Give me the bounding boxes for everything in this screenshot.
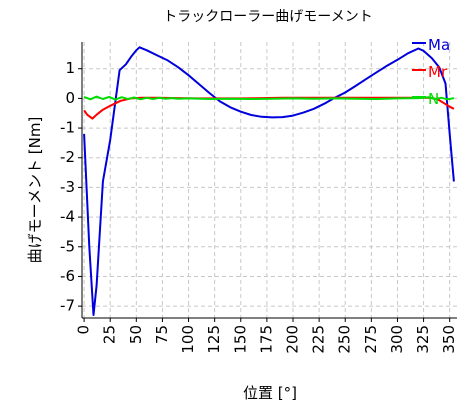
data-series bbox=[83, 46, 455, 316]
x-tick-label: 75 bbox=[153, 325, 171, 344]
x-tick-label: 325 bbox=[414, 325, 432, 354]
y-tick-label: -6 bbox=[60, 267, 75, 285]
axes: 0 25 50 75 100 125 150 175 200 225 250 275 300 325 350… bbox=[60, 42, 458, 354]
legend-label: Ma bbox=[428, 36, 450, 54]
x-tick-label: 250 bbox=[336, 325, 354, 354]
series-line-ma bbox=[83, 46, 455, 316]
x-axis-title: 位置 [°] bbox=[243, 384, 297, 402]
x-tick-label: 150 bbox=[231, 325, 249, 354]
y-tick-label: 0 bbox=[65, 89, 75, 107]
x-tick-label: 200 bbox=[284, 325, 302, 354]
y-tick-label: -4 bbox=[60, 208, 75, 226]
legend-item-ma: Ma bbox=[412, 36, 450, 54]
x-tick-label: 275 bbox=[362, 325, 380, 354]
y-tick-label: -5 bbox=[60, 237, 75, 255]
series-line-n bbox=[83, 95, 455, 101]
legend-label: N bbox=[428, 90, 439, 108]
x-tick-label: 100 bbox=[179, 325, 197, 354]
grid-lines bbox=[82, 42, 457, 318]
x-tick-label: 50 bbox=[127, 325, 145, 344]
x-tick-label: 175 bbox=[257, 325, 275, 354]
legend-label: Mr bbox=[428, 63, 448, 81]
x-tick-label: 0 bbox=[75, 325, 93, 335]
y-tick-label: -1 bbox=[60, 119, 75, 137]
x-tick-label: 350 bbox=[440, 325, 458, 354]
x-tick-label: 225 bbox=[310, 325, 328, 354]
y-tick-label: 1 bbox=[65, 59, 75, 77]
series-line-mr bbox=[83, 96, 455, 120]
chart-title: トラックローラー曲げモーメント bbox=[163, 9, 372, 25]
y-tick-label: -3 bbox=[60, 178, 75, 196]
x-tick-label: 25 bbox=[101, 325, 119, 344]
x-tick-label: 300 bbox=[388, 325, 406, 354]
legend-item-mr: Mr bbox=[412, 63, 448, 81]
y-tick-label: -2 bbox=[60, 148, 75, 166]
legend: Ma Mr N bbox=[412, 36, 450, 108]
legend-item-n: N bbox=[412, 90, 439, 108]
y-axis-title: 曲げモーメント [Nm] bbox=[26, 117, 44, 264]
x-tick-label: 125 bbox=[205, 325, 223, 354]
y-tick-label: -7 bbox=[60, 297, 75, 315]
